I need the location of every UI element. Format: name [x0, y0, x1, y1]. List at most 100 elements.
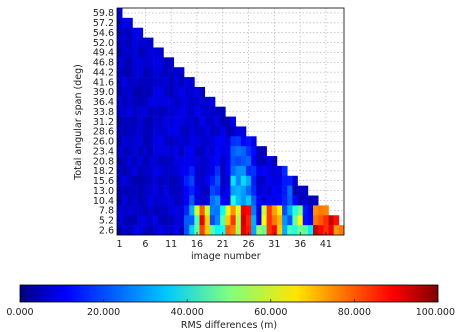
- heatmap-cell: [209, 185, 216, 196]
- heatmap-cell: [199, 116, 206, 127]
- heatmap-cell: [271, 215, 278, 226]
- heatmap-cell: [163, 175, 169, 186]
- heatmap-cell: [189, 77, 195, 88]
- heatmap-cell: [199, 215, 206, 226]
- heatmap-cell: [199, 185, 206, 196]
- heatmap-cell: [261, 205, 267, 216]
- heatmap-cell: [235, 146, 242, 157]
- heatmap-cell: [127, 165, 133, 177]
- heatmap-cell: [276, 165, 283, 177]
- heatmap-cell: [194, 116, 200, 127]
- heatmap-cell: [173, 106, 180, 117]
- heatmap-cell: [173, 165, 180, 177]
- heatmap-cell: [287, 195, 293, 206]
- heatmap-cell: [189, 96, 195, 107]
- heatmap-cell: [168, 225, 175, 236]
- heatmap-cell: [158, 225, 164, 236]
- x-tick-label: 26: [243, 239, 255, 250]
- heatmap-cell: [142, 146, 149, 157]
- x-tick-label: 1: [117, 239, 123, 250]
- heatmap-cell: [137, 146, 144, 157]
- heatmap-cell: [127, 136, 133, 147]
- y-tick-label: 15.6: [93, 176, 114, 187]
- heatmap-cell: [256, 165, 262, 177]
- heatmap-cell: [153, 86, 159, 98]
- y-tick-label: 13.0: [93, 186, 114, 197]
- heatmap-cell: [282, 195, 288, 206]
- heatmap-cell: [256, 175, 262, 186]
- heatmap-cell: [168, 96, 175, 107]
- heatmap-cell: [163, 225, 169, 236]
- heatmap-cell: [199, 126, 206, 137]
- heatmap-cell: [158, 106, 164, 117]
- heatmap-cell: [302, 205, 309, 216]
- heatmap-cell: [153, 106, 159, 117]
- heatmap-cell: [122, 195, 128, 206]
- heatmap-cell: [168, 126, 175, 137]
- heatmap-cell: [220, 205, 226, 216]
- heatmap-cell: [215, 116, 221, 127]
- heatmap-cell: [199, 86, 206, 98]
- heatmap-cell: [122, 47, 128, 58]
- heatmap-cell: [189, 195, 195, 206]
- heatmap-cell: [282, 205, 288, 216]
- heatmap-cell: [276, 175, 283, 186]
- heatmap-cell: [163, 96, 169, 107]
- heatmap-cell: [209, 175, 216, 186]
- heatmap-cell: [163, 195, 169, 206]
- heatmap-cell: [173, 126, 180, 137]
- heatmap-cell: [307, 215, 314, 226]
- heatmap-cell: [127, 47, 133, 58]
- heatmap-cell: [163, 205, 169, 216]
- heatmap-cell: [163, 156, 169, 167]
- heatmap-cell: [220, 165, 226, 177]
- heatmap-cell: [220, 146, 226, 157]
- heatmap-cell: [163, 146, 169, 157]
- heatmap-cell: [194, 225, 200, 236]
- heatmap-cell: [127, 57, 133, 68]
- heatmap-cell: [122, 126, 128, 137]
- heatmap-cell: [266, 215, 273, 226]
- heatmap-cell: [261, 195, 267, 206]
- heatmap-cell: [194, 96, 200, 107]
- heatmap-cell: [189, 146, 195, 157]
- heatmap-cell: [225, 165, 231, 177]
- heatmap-cell: [168, 175, 175, 186]
- heatmap-cell: [225, 185, 231, 196]
- heatmap-cell: [225, 225, 231, 236]
- heatmap-cell: [178, 67, 185, 78]
- heatmap-cell: [204, 126, 211, 137]
- heatmap-cell: [132, 106, 138, 117]
- heatmap-cell: [189, 156, 195, 167]
- colorbar-ticks: 0.000 20.000 40.000 60.000 80.000 100.000: [6, 299, 455, 318]
- heatmap-cell: [163, 185, 169, 196]
- heatmap-cell: [178, 205, 185, 216]
- heatmap-cell: [127, 37, 133, 48]
- heatmap-cell: [302, 225, 309, 236]
- heatmap-cell: [209, 225, 216, 236]
- heatmap-cell: [256, 215, 262, 226]
- y-tick-label: 18.2: [93, 166, 114, 177]
- heatmap-cell: [142, 175, 149, 186]
- heatmap-cell: [153, 146, 159, 157]
- heatmap-cell: [276, 215, 283, 226]
- heatmap-cell: [251, 195, 257, 206]
- heatmap-cell: [158, 47, 164, 58]
- heatmap-cell: [153, 47, 159, 58]
- heatmap-cell: [137, 126, 144, 137]
- heatmap-cell: [266, 175, 273, 186]
- heatmap-cell: [122, 106, 128, 117]
- heatmap-cell: [245, 136, 252, 147]
- heatmap-cell: [302, 215, 309, 226]
- heatmap-cell: [137, 205, 144, 216]
- heatmap-cell: [163, 77, 169, 88]
- heatmap-cell: [173, 77, 180, 88]
- heatmap-cell: [173, 146, 180, 157]
- heatmap-cell: [240, 215, 247, 226]
- heatmap-cell: [297, 185, 304, 196]
- heatmap-cell: [297, 195, 304, 206]
- heatmap-cell: [189, 175, 195, 186]
- heatmap-cell: [178, 185, 185, 196]
- heatmap-cell: [194, 126, 200, 137]
- heatmap-cell: [132, 146, 138, 157]
